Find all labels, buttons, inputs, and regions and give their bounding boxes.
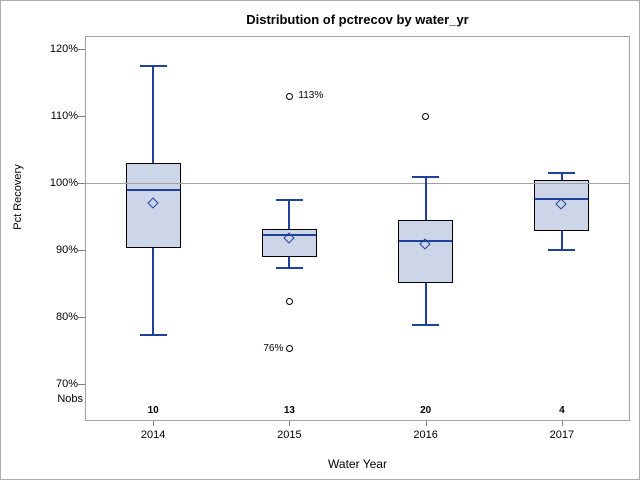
x-axis-tick-mark — [425, 421, 427, 426]
y-axis-tick-label: 70% — [55, 377, 78, 390]
whisker-upper-stem — [560, 173, 563, 180]
median-line — [126, 189, 180, 191]
whisker-upper-cap — [412, 175, 440, 178]
y-axis-tick-mark — [78, 49, 85, 51]
nobs-value: 20 — [420, 405, 432, 416]
x-axis-tick-label: 2017 — [549, 429, 575, 441]
x-axis-tick-mark — [289, 421, 291, 426]
whisker-lower-cap — [139, 334, 167, 337]
median-line — [399, 239, 453, 242]
median-line — [535, 197, 589, 200]
x-axis-tick-mark — [561, 421, 563, 426]
plot-frame — [85, 36, 630, 421]
chart-title: Distribution of pctrecov by water_yr — [246, 12, 469, 27]
x-axis-tick-mark — [153, 421, 155, 426]
box-2015 — [261, 228, 317, 257]
y-axis-title: Pct Recovery — [12, 164, 24, 230]
whisker-upper-cap — [275, 199, 303, 202]
y-axis-tick-mark — [78, 116, 85, 118]
reference-line-100pct — [86, 183, 629, 185]
x-axis-tick-label: 2016 — [413, 429, 438, 441]
y-axis-tick-mark — [78, 183, 85, 185]
nobs-value: 10 — [147, 405, 159, 416]
y-axis-tick-label: 80% — [55, 310, 78, 323]
x-axis-title: Water Year — [328, 457, 387, 471]
outlier-label: 76% — [263, 342, 284, 354]
x-axis-tick-label: 2015 — [277, 429, 302, 441]
median-line — [262, 233, 316, 236]
box-2017 — [534, 179, 590, 231]
whisker-lower-cap — [275, 266, 303, 269]
outlier-label: 113% — [298, 90, 324, 102]
whisker-lower-stem — [152, 248, 155, 336]
whisker-lower-cap — [412, 324, 440, 327]
whisker-lower-cap — [548, 249, 576, 252]
whisker-lower-stem — [424, 283, 427, 326]
outlier-point — [285, 345, 293, 353]
y-axis-tick-mark — [78, 250, 85, 252]
whisker-upper-stem — [152, 66, 155, 164]
y-axis-tick-mark — [78, 384, 85, 386]
whisker-upper-stem — [424, 176, 427, 221]
y-axis-tick-label: 90% — [55, 243, 78, 256]
whisker-upper-stem — [288, 200, 291, 229]
y-axis-tick-label: 100% — [49, 176, 78, 189]
y-axis-tick-label: 110% — [50, 109, 78, 122]
nobs-row-label: Nobs — [57, 393, 83, 405]
box-2014 — [125, 163, 181, 249]
whisker-upper-cap — [139, 65, 167, 68]
outlier-point — [422, 112, 430, 120]
nobs-value: 4 — [559, 405, 565, 416]
box-2016 — [398, 220, 454, 284]
outlier-point — [285, 298, 293, 306]
y-axis-tick-mark — [78, 317, 85, 319]
whisker-lower-stem — [288, 256, 291, 268]
nobs-value: 13 — [283, 405, 295, 416]
x-axis-tick-label: 2014 — [140, 429, 166, 441]
y-axis-tick-label: 120% — [49, 42, 78, 55]
whisker-lower-stem — [560, 230, 563, 251]
whisker-upper-cap — [548, 172, 576, 175]
outlier-point — [285, 92, 293, 100]
